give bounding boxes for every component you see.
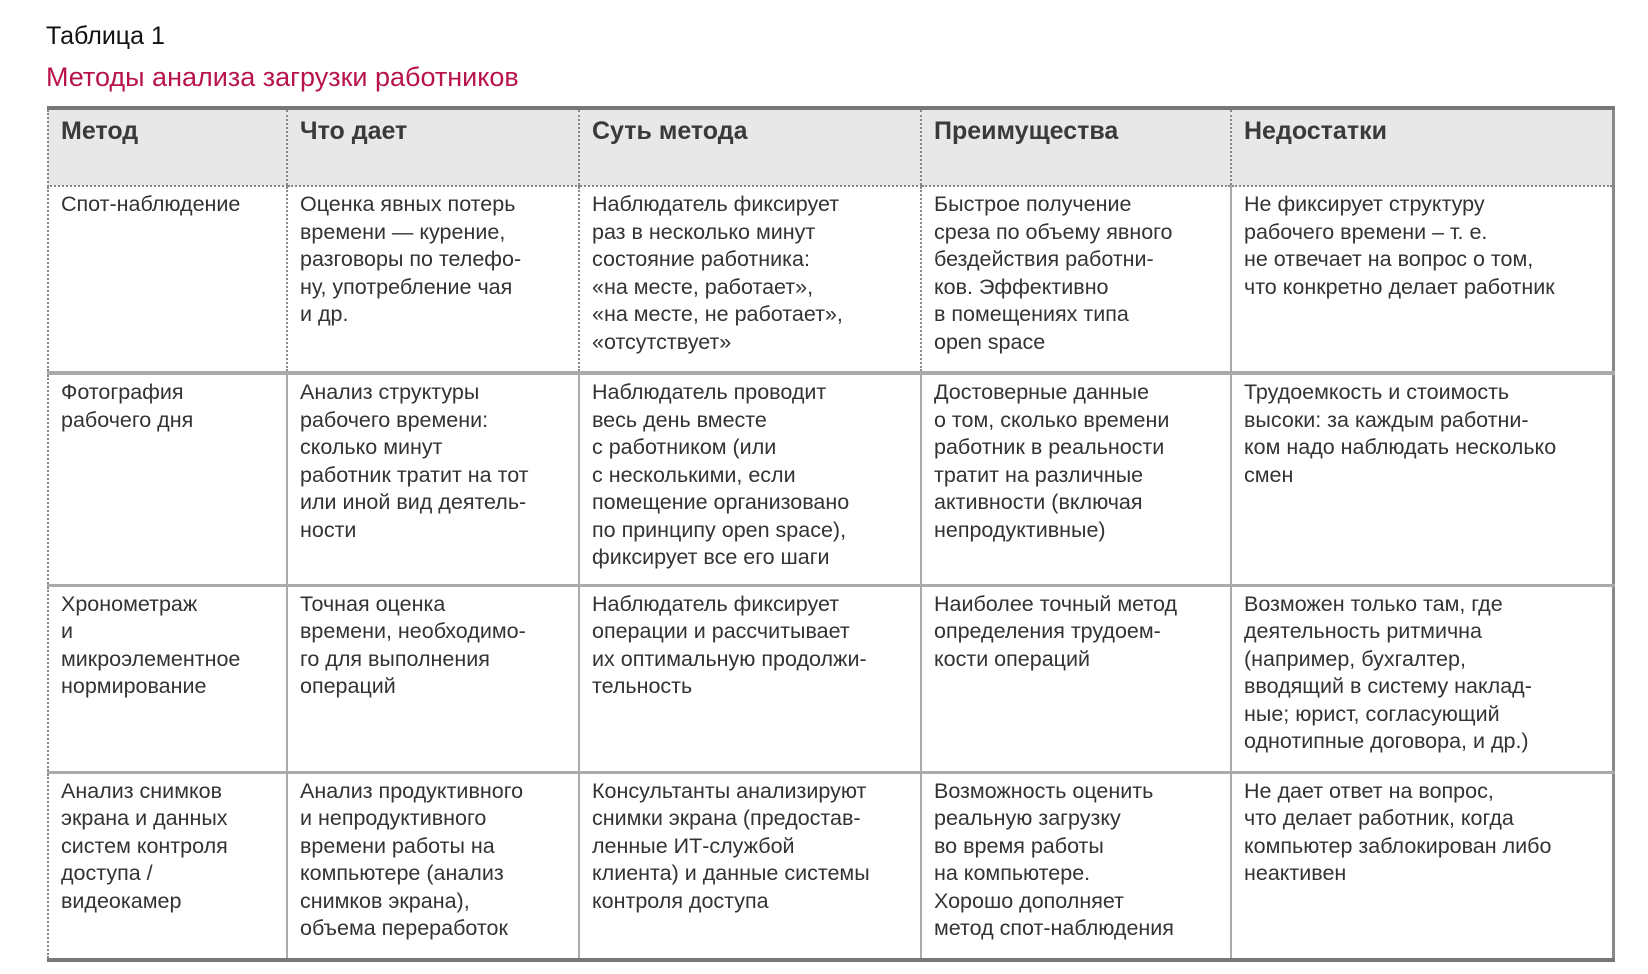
cell-disadvantages: Не фиксирует структуру рабочего времени …: [1230, 186, 1615, 375]
table-title: Методы анализа загрузки работников: [46, 62, 519, 92]
methods-table: Метод Что дает Суть метода Преимущества …: [47, 106, 1615, 962]
cell-essence: Наблюдатель фиксирует операции и рассчит…: [578, 585, 921, 774]
cell-method: Анализ снимков экрана и данных систем ко…: [47, 772, 287, 962]
header-method: Метод: [47, 106, 287, 187]
cell-advantages: Наиболее точный метод определения трудое…: [920, 585, 1231, 774]
cell-essence: Консультанты анализируют снимки экрана (…: [578, 772, 921, 962]
table-row: Анализ снимков экрана и данных систем ко…: [47, 772, 1615, 962]
cell-advantages: Быстрое получение среза по объему явного…: [920, 186, 1231, 375]
cell-disadvantages: Возможен только там, где деятельность ри…: [1230, 585, 1615, 774]
cell-essence: Наблюдатель проводит весь день вместе с …: [578, 373, 921, 587]
table-row: Фотография рабочего дня Анализ структуры…: [47, 373, 1615, 587]
table-row: Спот-наблюдение Оценка явных потерь врем…: [47, 186, 1615, 375]
cell-disadvantages: Трудоемкость и стоимость высоки: за кажд…: [1230, 373, 1615, 587]
header-essence: Суть метода: [578, 106, 921, 187]
cell-result: Анализ структуры рабочего времени: сколь…: [286, 373, 579, 587]
table-row: Хронометраж и микроэлементное нормирован…: [47, 585, 1615, 774]
table-caption: Таблица 1: [46, 22, 165, 50]
header-result: Что дает: [286, 106, 579, 187]
header-row: Метод Что дает Суть метода Преимущества …: [47, 106, 1615, 187]
header-advantages: Преимущества: [920, 106, 1231, 187]
cell-advantages: Достоверные данные о том, сколько времен…: [920, 373, 1231, 587]
cell-method: Фотография рабочего дня: [47, 373, 287, 587]
cell-method: Хронометраж и микроэлементное нормирован…: [47, 585, 287, 774]
cell-method: Спот-наблюдение: [47, 186, 287, 375]
cell-essence: Наблюдатель фиксирует раз в несколько ми…: [578, 186, 921, 375]
cell-disadvantages: Не дает ответ на вопрос, что делает рабо…: [1230, 772, 1615, 962]
header-disadvantages: Недостатки: [1230, 106, 1615, 187]
cell-result: Точная оценка времени, необходимо- го дл…: [286, 585, 579, 774]
cell-advantages: Возможность оценить реальную загрузку во…: [920, 772, 1231, 962]
cell-result: Анализ продуктивного и непродуктивного в…: [286, 772, 579, 962]
cell-result: Оценка явных потерь времени — курение, р…: [286, 186, 579, 375]
